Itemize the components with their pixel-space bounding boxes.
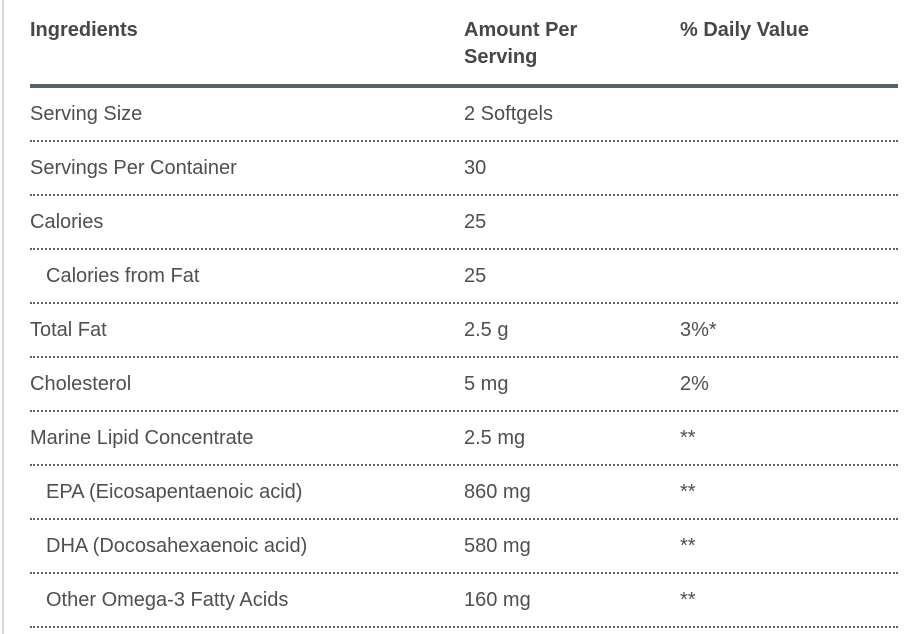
table-row: Cholesterol 5 mg 2% (30, 358, 898, 412)
table-row: Marine Lipid Concentrate 2.5 mg ** (30, 412, 898, 466)
amount-per-serving-value: 160 mg (464, 588, 531, 611)
ingredient-name: DHA (Docosahexaenoic acid) (46, 534, 308, 557)
table-row: Calories 25 (30, 196, 898, 250)
amount-per-serving-value: 860 mg (464, 480, 531, 503)
table-body: Serving Size 2 Softgels Servings Per Con… (30, 88, 898, 628)
ingredient-name: Servings Per Container (30, 156, 237, 179)
table-header-row: Ingredients Amount Per Serving % Daily V… (30, 0, 898, 88)
amount-per-serving-value: 2 Softgels (464, 102, 553, 125)
ingredient-name: Serving Size (30, 102, 143, 125)
amount-per-serving-value: 5 mg (464, 372, 509, 395)
column-header-daily-value: % Daily Value (680, 19, 809, 41)
amount-per-serving-value: 2.5 mg (464, 426, 526, 449)
table-row: Serving Size 2 Softgels (30, 88, 898, 142)
left-edge-rule (2, 0, 4, 634)
ingredient-name: Calories from Fat (46, 264, 200, 287)
ingredient-name: Cholesterol (30, 372, 132, 395)
amount-per-serving-value: 25 (464, 264, 487, 287)
ingredient-name: Calories (30, 210, 104, 233)
table-row: Total Fat 2.5 g 3%* (30, 304, 898, 358)
column-header-ingredients: Ingredients (30, 19, 138, 41)
daily-value-value: ** (680, 588, 696, 611)
ingredient-name: EPA (Eicosapentaenoic acid) (46, 480, 303, 503)
amount-per-serving-value: 30 (464, 156, 487, 179)
daily-value-value: ** (680, 426, 696, 449)
table-row: DHA (Docosahexaenoic acid) 580 mg ** (30, 520, 898, 574)
table-row: EPA (Eicosapentaenoic acid) 860 mg ** (30, 466, 898, 520)
table-row: Calories from Fat 25 (30, 250, 898, 304)
daily-value-value: 3%* (680, 318, 717, 341)
daily-value-value: ** (680, 480, 696, 503)
ingredient-name: Marine Lipid Concentrate (30, 426, 254, 449)
table-row: Other Omega-3 Fatty Acids 160 mg ** (30, 574, 898, 628)
daily-value-value: ** (680, 534, 696, 557)
amount-per-serving-value: 580 mg (464, 534, 531, 557)
amount-per-serving-value: 25 (464, 210, 487, 233)
daily-value-value: 2% (680, 372, 709, 395)
ingredient-name: Total Fat (30, 318, 107, 341)
column-header-amount-per-serving: Amount Per Serving (464, 19, 578, 68)
supplement-facts-table: Ingredients Amount Per Serving % Daily V… (30, 0, 898, 628)
table-row: Servings Per Container 30 (30, 142, 898, 196)
ingredient-name: Other Omega-3 Fatty Acids (46, 588, 289, 611)
amount-per-serving-value: 2.5 g (464, 318, 509, 341)
